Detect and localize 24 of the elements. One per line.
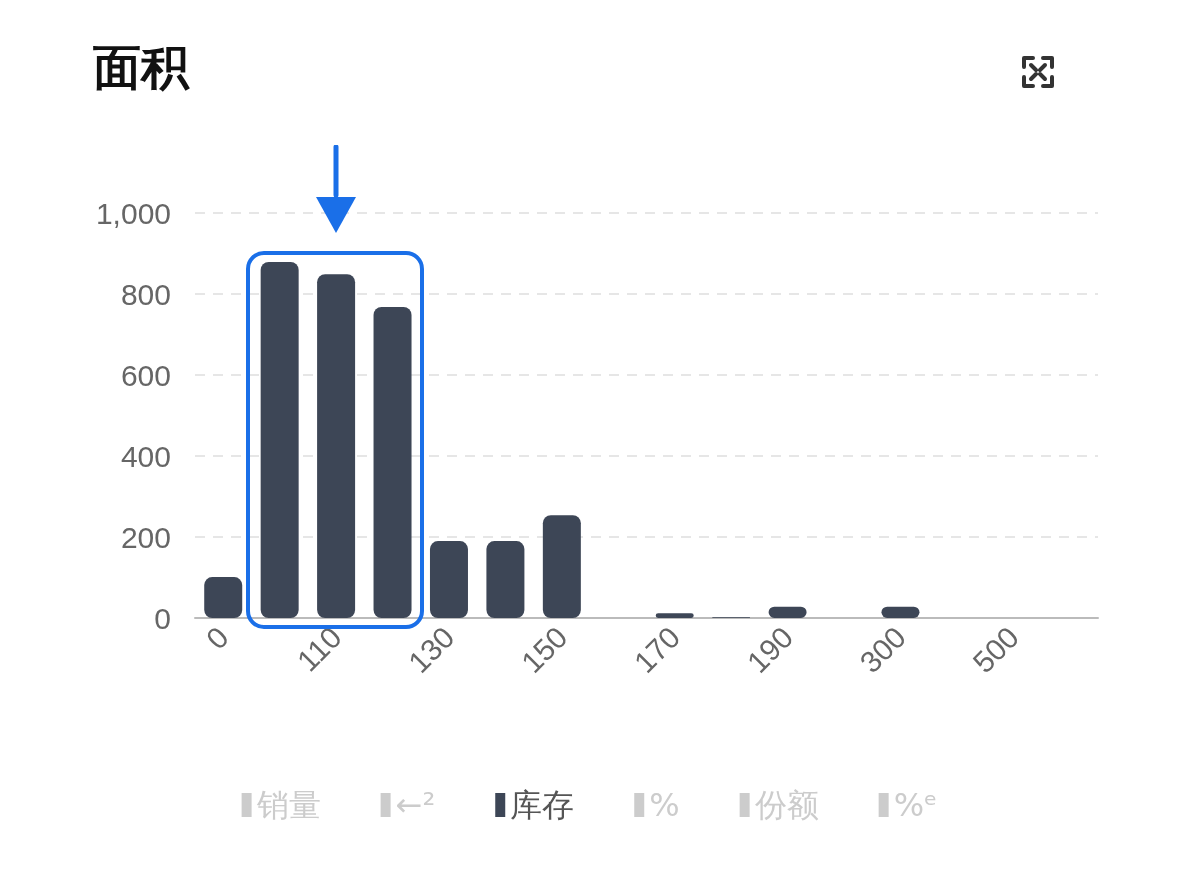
- x-tick-label: 300: [853, 620, 913, 680]
- legend-label: 库存: [510, 786, 575, 824]
- bar: [373, 306, 412, 618]
- bar: [542, 515, 581, 618]
- chart-title: 面积: [93, 39, 190, 95]
- x-tick-label: 150: [514, 620, 574, 680]
- y-tick-label: 400: [120, 439, 171, 473]
- bar: [317, 274, 356, 618]
- x-tick-label: 170: [627, 620, 687, 680]
- y-tick-label: 200: [120, 520, 171, 554]
- y-tick-label: 800: [120, 277, 171, 311]
- y-tick-label: 600: [120, 358, 171, 392]
- x-tick-label: 0: [199, 620, 235, 656]
- x-tick-label: 500: [966, 620, 1026, 680]
- bar: [429, 541, 468, 618]
- x-tick-label: 130: [401, 620, 461, 680]
- bar: [260, 262, 299, 618]
- bar: [486, 541, 525, 618]
- legend-label: %: [649, 786, 680, 824]
- bar: [655, 613, 694, 618]
- bar: [204, 577, 243, 618]
- x-tick-label: 110: [290, 620, 348, 678]
- x-tick-label: 190: [740, 620, 800, 680]
- y-tick-label: 1,000: [95, 196, 171, 230]
